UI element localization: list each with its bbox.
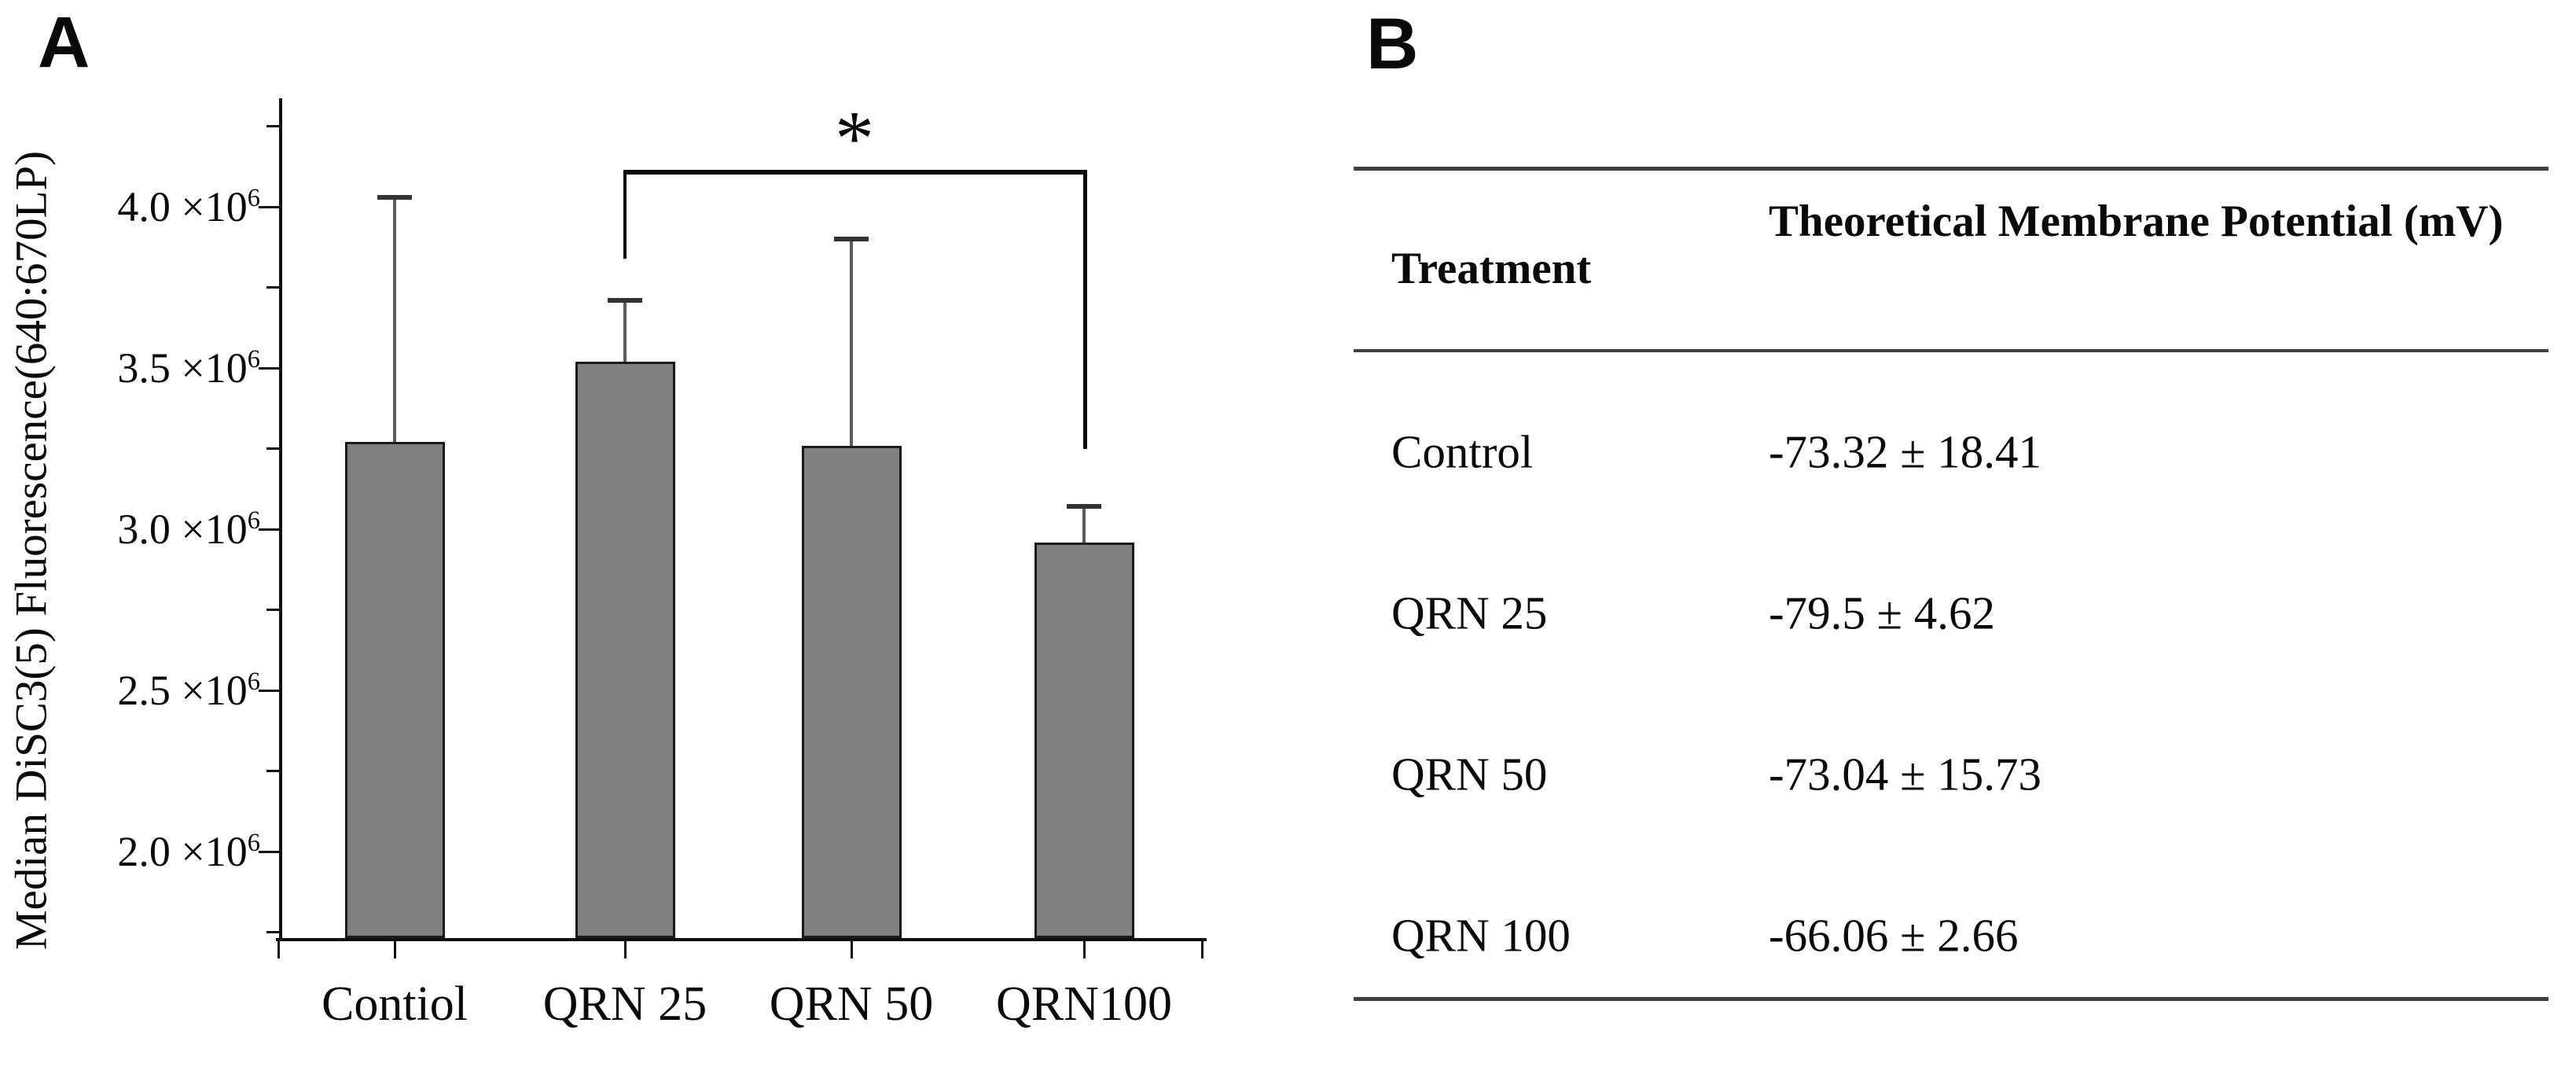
x-tick <box>850 941 853 958</box>
y-tick-label: 4.0 ×106 <box>94 182 261 231</box>
x-tick-label-3: QRN 50 <box>769 977 934 1031</box>
x-axis-line <box>276 938 1207 941</box>
table-row-treatment: QRN 100 <box>1391 909 1571 962</box>
x-tick <box>623 941 627 958</box>
y-axis-line <box>279 98 282 941</box>
y-tick-label-base: 3.0 ×10 <box>117 506 248 554</box>
error-bar-cap <box>834 237 869 242</box>
y-major-tick <box>259 205 279 208</box>
y-tick-label-exponent: 6 <box>247 829 261 858</box>
table-row-potential: -73.32 ± 18.41 <box>1769 425 2042 478</box>
table-top-rule <box>1354 167 2548 171</box>
y-tick-label-base: 4.0 ×10 <box>117 183 248 231</box>
x-tick-label-1: Contiol <box>321 977 469 1031</box>
y-minor-tick <box>266 286 279 289</box>
y-tick-label-exponent: 6 <box>247 506 261 535</box>
significance-asterisk: * <box>835 94 874 182</box>
y-tick-label: 3.0 ×106 <box>94 505 261 554</box>
y-tick-label-base: 2.0 ×10 <box>117 828 248 876</box>
y-major-tick <box>259 689 279 692</box>
bar-contiol <box>344 442 445 938</box>
y-tick-label: 2.0 ×106 <box>94 827 261 876</box>
y-tick-label: 3.5 ×106 <box>94 344 261 392</box>
membrane-potential-table: Treatment Theoretical Membrane Potential… <box>1354 0 2548 1067</box>
error-bar-cap <box>377 194 412 200</box>
y-tick-label-base: 3.5 ×10 <box>117 344 248 392</box>
significance-bracket-right-leg <box>1083 170 1087 449</box>
y-tick-label-exponent: 6 <box>247 345 261 374</box>
error-bar-stem <box>1082 506 1086 543</box>
y-major-tick <box>259 850 279 853</box>
table-row-potential: -73.04 ± 15.73 <box>1769 748 2042 800</box>
y-minor-tick <box>266 609 279 612</box>
y-minor-tick <box>266 447 279 451</box>
x-tick-label-4: QRN100 <box>996 977 1172 1031</box>
bar-qrn-50 <box>801 445 902 938</box>
significance-bracket-left-leg <box>623 170 627 259</box>
x-tick-left-end <box>277 941 280 958</box>
x-tick <box>393 941 396 958</box>
x-tick-right-end <box>1201 941 1203 958</box>
error-bar-stem <box>850 239 853 446</box>
y-tick-label-exponent: 6 <box>247 668 261 697</box>
table-bottom-rule <box>1354 997 2548 1001</box>
y-minor-tick <box>266 931 279 934</box>
y-minor-tick <box>266 770 279 773</box>
table-header-rule <box>1354 349 2548 352</box>
table-row-treatment: Control <box>1391 425 1534 478</box>
x-tick <box>1082 941 1086 958</box>
error-bar-cap <box>608 298 642 304</box>
y-major-tick <box>259 528 279 531</box>
y-tick-label-base: 2.5 ×10 <box>117 667 248 715</box>
table-row-treatment: QRN 50 <box>1391 748 1548 800</box>
x-tick-label-2: QRN 25 <box>542 977 707 1031</box>
bar-qrn-25 <box>575 361 675 938</box>
error-bar-stem <box>623 300 627 362</box>
significance-bracket-bar <box>623 170 1087 175</box>
y-tick-label: 2.5 ×106 <box>94 666 261 715</box>
table-row-potential: -79.5 ± 4.62 <box>1769 587 1996 639</box>
bar-qrn100 <box>1034 542 1134 938</box>
panel-a-label: A <box>38 2 90 83</box>
table-row-treatment: QRN 25 <box>1391 587 1548 639</box>
panel-b-label: B <box>1366 4 1419 84</box>
y-major-tick <box>259 366 279 370</box>
table-row-potential: -66.06 ± 2.66 <box>1769 909 2019 962</box>
table-header-treatment: Treatment <box>1391 244 1592 293</box>
error-bar-stem <box>393 197 396 443</box>
y-tick-label-exponent: 6 <box>247 184 261 213</box>
y-minor-tick <box>266 125 279 128</box>
error-bar-cap <box>1067 504 1101 510</box>
table-header-potential: Theoretical Membrane Potential (mV) <box>1769 197 2504 246</box>
